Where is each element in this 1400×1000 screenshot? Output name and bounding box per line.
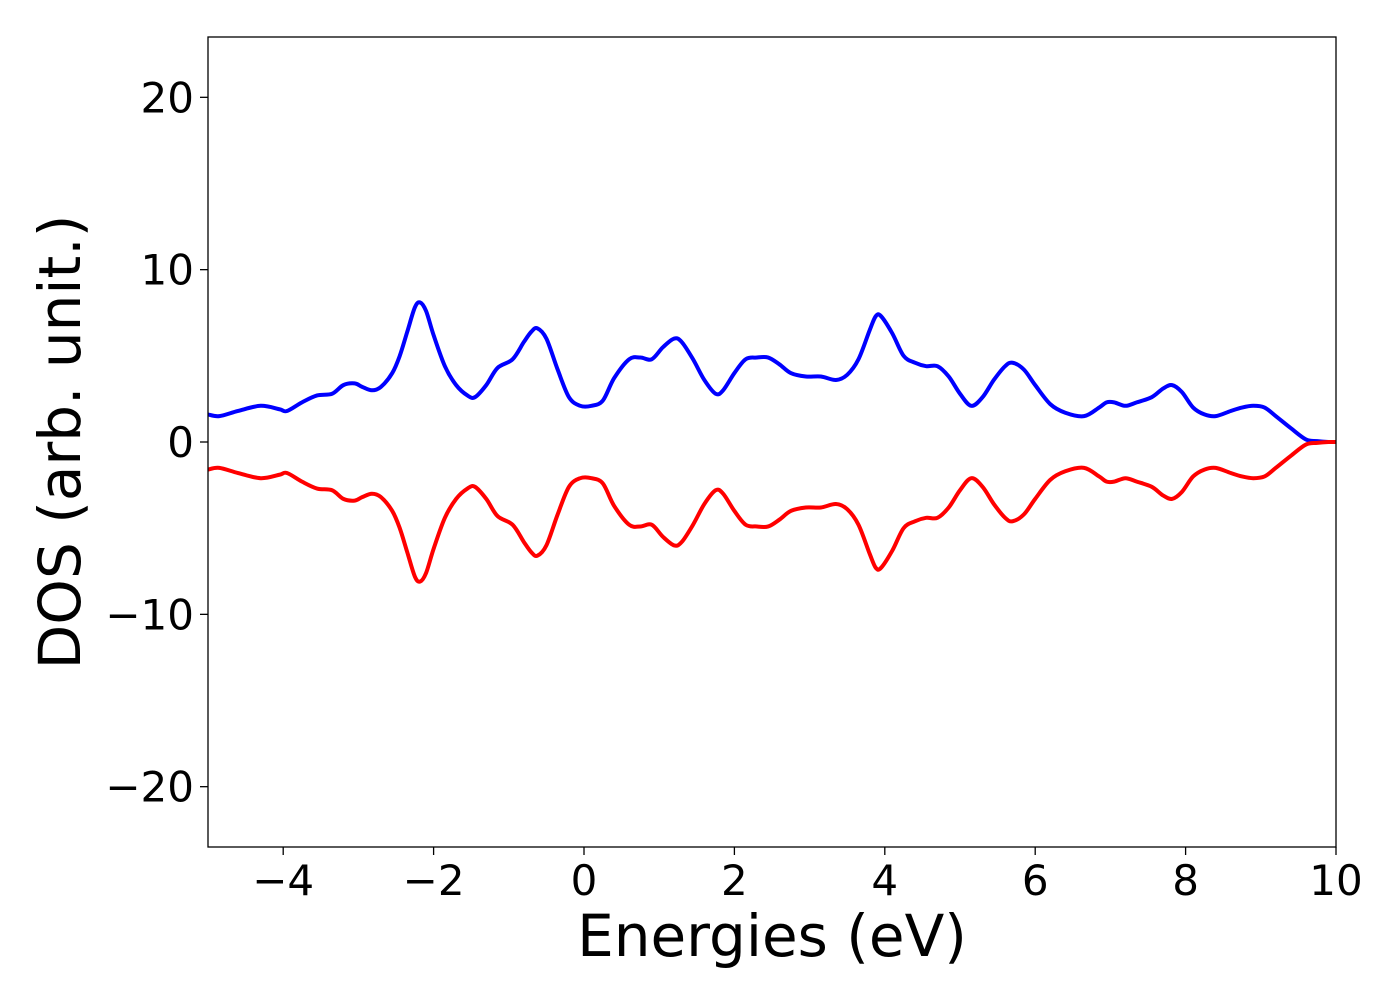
y-axis: 20 10 0 −10 −20: [105, 73, 208, 812]
x-tick-label: −4: [252, 856, 314, 905]
x-axis: −4 −2 0 2 4 6 8 10: [252, 847, 1363, 905]
y-tick-label: 10: [141, 246, 194, 295]
x-tick-label: 4: [871, 856, 898, 905]
y-tick-label: 20: [141, 73, 194, 122]
series-layer: [207, 300, 1337, 584]
x-tick-label: 6: [1022, 856, 1049, 905]
x-axis-label: Energies (eV): [577, 902, 967, 970]
y-tick-label: −20: [105, 763, 194, 812]
dos-series-line-negative: [207, 439, 1337, 584]
y-tick-label: 0: [167, 418, 194, 467]
dos-series-line-positive: [207, 300, 1337, 445]
x-tick-label: 10: [1309, 856, 1362, 905]
x-tick-label: 8: [1172, 856, 1199, 905]
x-tick-label: −2: [403, 856, 465, 905]
x-tick-label: 2: [721, 856, 748, 905]
y-axis-label: DOS (arb. unit.): [26, 215, 94, 670]
x-tick-label: 0: [571, 856, 598, 905]
y-tick-label: −10: [105, 590, 194, 639]
